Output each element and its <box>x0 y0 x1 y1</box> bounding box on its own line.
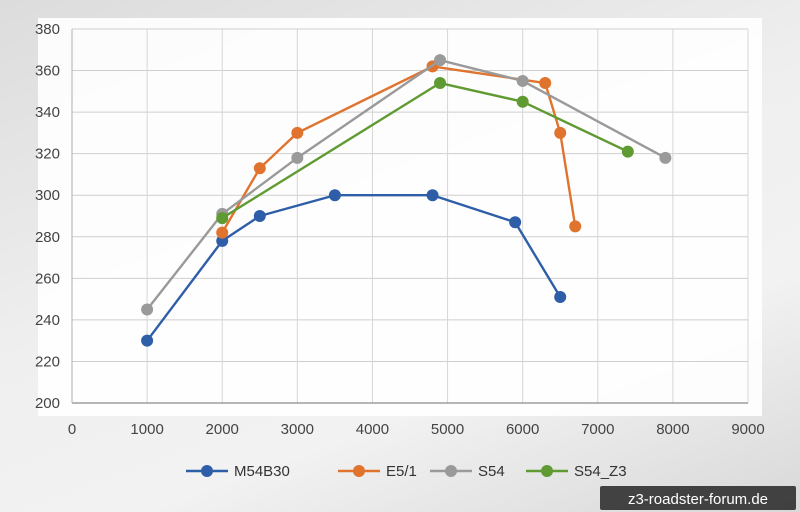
legend-entry: E5/1 <box>338 463 417 480</box>
y-tick-label: 260 <box>35 270 60 287</box>
x-tick-label: 6000 <box>506 421 539 438</box>
y-tick-label: 360 <box>35 63 60 80</box>
legend-label: S54 <box>478 463 505 480</box>
data-point <box>509 216 522 229</box>
data-point <box>328 189 341 202</box>
series-m54b30 <box>141 189 567 347</box>
series-line <box>146 58 666 311</box>
y-tick-label: 340 <box>35 104 60 121</box>
x-tick-label: 1000 <box>130 421 163 438</box>
data-point <box>216 226 229 239</box>
y-tick-label: 280 <box>35 229 60 246</box>
x-tick-label: 7000 <box>581 421 614 438</box>
y-tick-label: 320 <box>35 146 60 163</box>
y-tick-label: 300 <box>35 187 60 204</box>
data-point <box>426 189 439 202</box>
legend-marker <box>541 465 553 477</box>
y-tick-label: 240 <box>35 312 60 329</box>
y-tick-label: 380 <box>35 21 60 38</box>
data-point <box>569 220 582 233</box>
watermark: z3-roadster-forum.de <box>600 486 796 510</box>
data-point <box>141 334 154 347</box>
data-point <box>216 212 229 225</box>
watermark-background <box>600 486 796 510</box>
watermark-text: z3-roadster-forum.de <box>628 491 768 508</box>
plot-area-background <box>38 18 762 416</box>
y-tick-label: 220 <box>35 353 60 370</box>
data-point <box>516 95 529 108</box>
x-tick-label: 0 <box>68 421 76 438</box>
legend-label: M54B30 <box>234 463 290 480</box>
x-tick-label: 8000 <box>656 421 689 438</box>
x-tick-label: 5000 <box>431 421 464 438</box>
data-point <box>554 126 567 139</box>
data-point <box>539 77 552 90</box>
data-point <box>291 151 304 164</box>
legend-entry: S54_Z3 <box>526 463 627 480</box>
data-point <box>621 145 634 158</box>
data-point <box>216 234 229 247</box>
data-point <box>434 54 447 67</box>
series-s54-z3 <box>216 77 634 225</box>
series-layer <box>141 54 672 347</box>
legend: M54B30 E5/1 S54 S54_Z3 <box>186 463 627 480</box>
data-point <box>253 162 266 175</box>
legend-label: E5/1 <box>386 463 417 480</box>
legend-label: S54_Z3 <box>574 463 627 480</box>
data-point <box>253 210 266 222</box>
axes: 200 220 240 260 280 300 320 340 360 380 0 1000 2000 3… <box>35 21 765 438</box>
data-point <box>291 126 304 139</box>
legend-marker <box>353 465 365 477</box>
x-tick-label: 2000 <box>206 421 239 438</box>
legend-marker <box>445 465 457 477</box>
x-tick-label: 3000 <box>281 421 314 438</box>
data-point <box>434 77 447 90</box>
data-point <box>659 151 672 164</box>
data-point <box>516 74 529 87</box>
legend-entry: S54 <box>430 463 505 480</box>
data-point <box>141 303 154 316</box>
series-line <box>221 81 629 220</box>
x-tick-label: 4000 <box>356 421 389 438</box>
x-tick-label: 9000 <box>731 421 764 438</box>
y-tick-label: 200 <box>35 395 60 412</box>
data-point <box>554 291 567 304</box>
legend-marker <box>201 465 213 477</box>
legend-entry: M54B30 <box>186 463 290 480</box>
